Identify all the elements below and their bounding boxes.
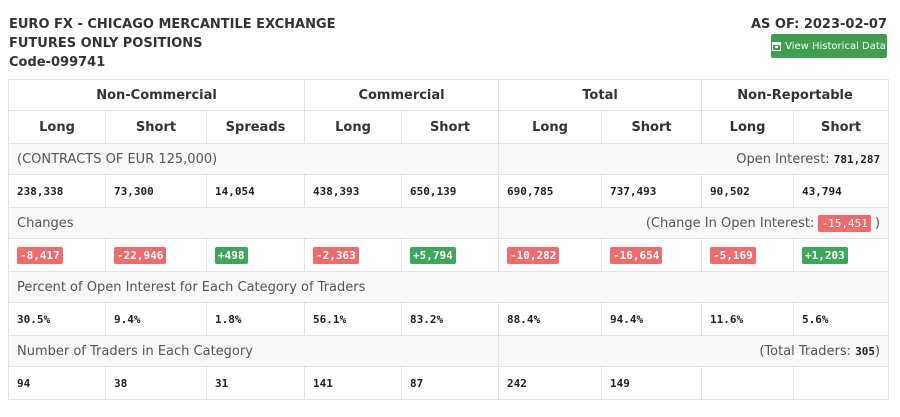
change-open-interest: (Change In Open Interest: -15,451 )	[498, 207, 890, 239]
change-badge: -2,363	[313, 246, 359, 264]
table-cell: 90,502	[701, 174, 795, 208]
table-cell: 87	[401, 366, 500, 400]
col-noncomm-spreads: Spreads	[205, 110, 306, 144]
table-cell	[793, 366, 890, 400]
table-cell: 56.1%	[304, 302, 403, 336]
table-cell: 73,300	[105, 174, 207, 208]
open-interest: Open Interest: 781,287	[498, 143, 890, 175]
open-interest-label: Open Interest:	[736, 151, 830, 167]
table-cell: 737,493	[601, 174, 703, 208]
contracts-section-row: (CONTRACTS OF EUR 125,000) Open Interest…	[7, 143, 890, 175]
table-cell: 14,054	[205, 174, 306, 208]
col-noncomm-long: Long	[8, 110, 106, 144]
title-line-2: FUTURES ONLY POSITIONS	[9, 36, 203, 51]
table-cell: 11.6%	[701, 302, 795, 336]
view-historical-data-label: View Historical Data	[785, 40, 886, 52]
changes-values-row: -8,417 -22,946 +498 -2,363 +5,794 -10,28…	[8, 238, 890, 272]
change-badge: +1,203	[802, 246, 848, 264]
total-traders-suffix: )	[874, 343, 881, 359]
group-total: Total	[498, 79, 703, 111]
table-cell: 30.5%	[8, 302, 106, 336]
table-cell: 650,139	[401, 174, 500, 208]
percent-values-row: 30.5% 9.4% 1.8% 56.1% 83.2% 88.4% 94.4% …	[8, 302, 890, 336]
group-non-commercial: Non-Commercial	[7, 79, 306, 111]
changes-section-row: Changes (Change In Open Interest: -15,45…	[7, 207, 890, 239]
total-traders-value: 305	[855, 344, 875, 358]
cot-table: Non-Commercial Commercial Total Non-Repo…	[7, 79, 890, 400]
traders-values-row: 94 38 31 141 87 242 149	[8, 366, 890, 400]
table-cell: 94	[8, 366, 106, 400]
table-cell: 238,338	[8, 174, 106, 208]
change-oi-badge: -15,451	[818, 214, 871, 232]
change-badge: -5,169	[710, 246, 756, 264]
table-cell: 94.4%	[601, 302, 703, 336]
contracts-label: (CONTRACTS OF EUR 125,000)	[7, 143, 500, 175]
table-cell: 690,785	[498, 174, 603, 208]
report-title: EURO FX - CHICAGO MERCANTILE EXCHANGE FU…	[9, 15, 336, 72]
col-total-long: Long	[498, 110, 603, 144]
table-cell: 242	[498, 366, 603, 400]
table-cell: 438,393	[304, 174, 403, 208]
change-badge: -22,946	[114, 246, 167, 264]
change-oi-prefix: (Change In Open Interest:	[645, 215, 815, 231]
total-traders: (Total Traders: 305)	[498, 335, 890, 367]
table-cell: 38	[105, 366, 207, 400]
contracts-values-row: 238,338 73,300 14,054 438,393 650,139 69…	[8, 174, 890, 208]
percent-label: Percent of Open Interest for Each Catego…	[7, 271, 890, 303]
table-cell: 5.6%	[793, 302, 890, 336]
change-badge: -10,282	[507, 246, 560, 264]
table-cell: 43,794	[793, 174, 890, 208]
table-cell: 141	[304, 366, 403, 400]
report-date: AS OF: 2023-02-07	[751, 15, 887, 34]
col-comm-long: Long	[304, 110, 403, 144]
table-cell: 149	[601, 366, 703, 400]
total-traders-prefix: (Total Traders:	[759, 343, 851, 359]
open-interest-value: 781,287	[833, 152, 881, 166]
table-cell: 83.2%	[401, 302, 500, 336]
percent-section-row: Percent of Open Interest for Each Catego…	[7, 271, 890, 303]
change-badge: -8,417	[17, 246, 63, 264]
column-header-row: Long Short Spreads Long Short Long Short…	[8, 110, 890, 144]
change-oi-suffix: )	[874, 215, 881, 231]
table-cell	[701, 366, 795, 400]
table-cell: 88.4%	[498, 302, 603, 336]
col-nonrep-short: Short	[793, 110, 890, 144]
view-historical-data-button[interactable]: View Historical Data	[771, 34, 887, 58]
contract-code: Code-099741	[9, 55, 106, 70]
col-nonrep-long: Long	[701, 110, 795, 144]
col-total-short: Short	[601, 110, 703, 144]
table-cell: 9.4%	[105, 302, 207, 336]
group-non-reportable: Non-Reportable	[701, 79, 890, 111]
col-noncomm-short: Short	[105, 110, 207, 144]
title-line-1: EURO FX - CHICAGO MERCANTILE EXCHANGE	[9, 17, 336, 32]
table-cell: 1.8%	[205, 302, 306, 336]
change-badge: -16,654	[610, 246, 663, 264]
group-commercial: Commercial	[304, 79, 500, 111]
traders-section-row: Number of Traders in Each Category (Tota…	[7, 335, 890, 367]
changes-label: Changes	[7, 207, 500, 239]
table-cell: 31	[205, 366, 306, 400]
col-comm-short: Short	[401, 110, 500, 144]
as-of-date: AS OF: 2023-02-07	[750, 17, 887, 32]
change-badge: +5,794	[410, 246, 456, 264]
change-badge: +498	[215, 246, 248, 264]
traders-label: Number of Traders in Each Category	[7, 335, 500, 367]
calendar-icon	[772, 41, 782, 51]
group-header-row: Non-Commercial Commercial Total Non-Repo…	[7, 79, 890, 111]
